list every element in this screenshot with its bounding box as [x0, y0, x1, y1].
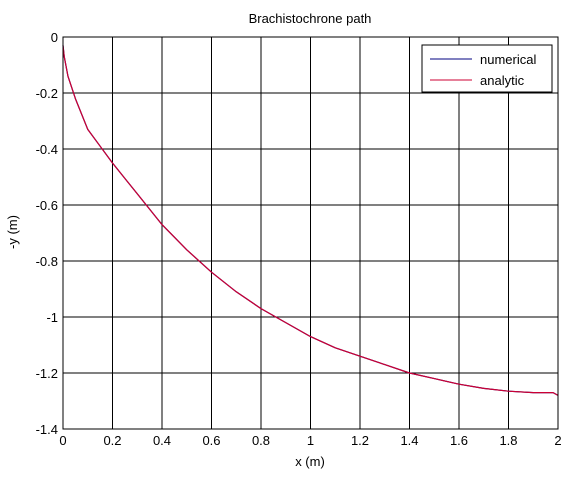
x-tick-labels: 0 0.2 0.4 0.6 0.8 1 1.2 1.4 1.6 1.8 2	[59, 433, 561, 448]
legend-label-analytic: analytic	[480, 73, 525, 88]
legend-box	[421, 44, 553, 93]
legend-label-numerical: numerical	[480, 52, 536, 67]
y-tick-label: -0.6	[36, 198, 58, 213]
y-tick-label: -0.8	[36, 254, 58, 269]
x-tick-label: 0.2	[103, 433, 121, 448]
legend: numerical analytic	[421, 44, 553, 93]
x-tick-label: 1	[307, 433, 314, 448]
x-tick-label: 0	[59, 433, 66, 448]
data-series	[62, 45, 559, 396]
grid-lines	[63, 37, 558, 429]
x-tick-label: 0.8	[252, 433, 270, 448]
x-axis-label: x (m)	[295, 454, 325, 469]
y-tick-labels: 0 -0.2 -0.4 -0.6 -0.8 -1 -1.2 -1.4	[36, 30, 58, 437]
x-tick-label: 1.2	[351, 433, 369, 448]
chart-title: Brachistochrone path	[249, 11, 372, 26]
x-tick-label: 1.6	[450, 433, 468, 448]
y-tick-label: -0.4	[36, 142, 58, 157]
x-tick-label: 1.4	[400, 433, 418, 448]
x-tick-label: 0.4	[153, 433, 171, 448]
y-tick-label: -1.2	[36, 366, 58, 381]
y-axis-label: -y (m)	[5, 215, 20, 249]
y-tick-label: -1	[46, 310, 58, 325]
y-tick-label: -1.4	[36, 422, 58, 437]
y-tick-label: 0	[51, 30, 58, 45]
x-tick-label: 0.6	[202, 433, 220, 448]
x-tick-label: 1.8	[499, 433, 517, 448]
series-line-analytic	[62, 45, 559, 396]
x-tick-label: 2	[554, 433, 561, 448]
plot-frame	[62, 36, 559, 430]
y-tick-label: -0.2	[36, 86, 58, 101]
